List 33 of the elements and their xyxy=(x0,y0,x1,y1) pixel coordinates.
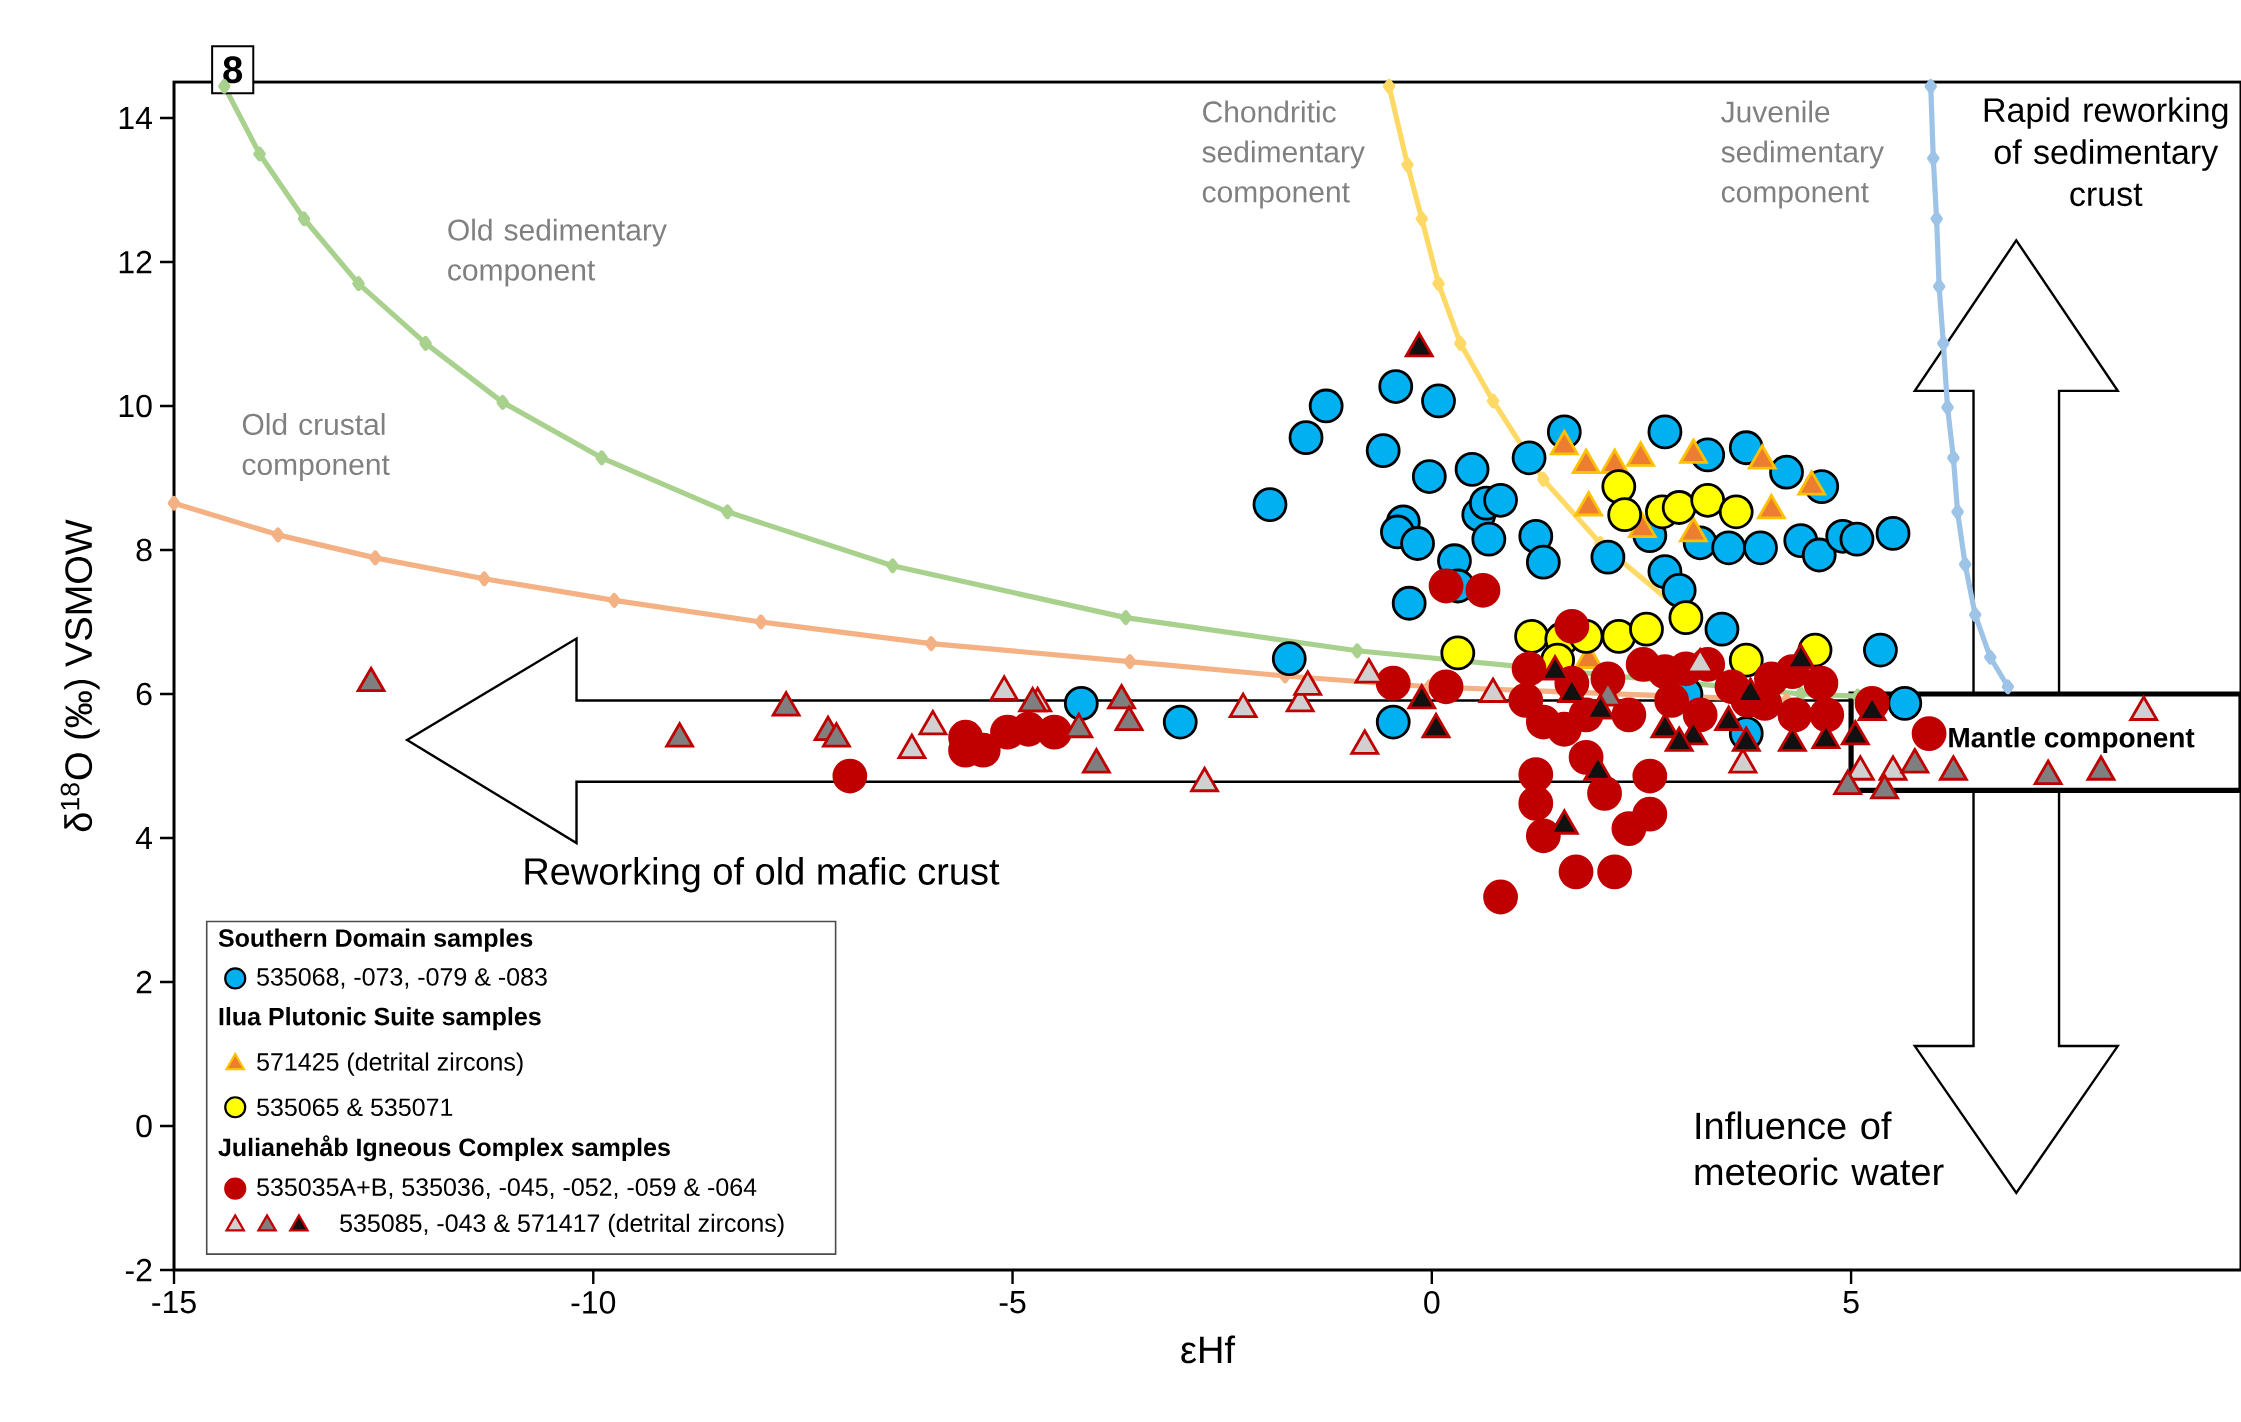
series-label: Chondritic sedimentary component xyxy=(1202,100,1365,209)
y-axis-title: δ$^{18}$O (‰) VSMOW xyxy=(60,519,100,832)
x-tick-label: -5 xyxy=(999,1291,1026,1314)
x-axis-title: εHf xyxy=(1181,1335,1236,1364)
y-tick-label: 2 xyxy=(136,970,152,994)
x-tick-label: -15 xyxy=(152,1291,196,1314)
x-tick-label: -10 xyxy=(571,1291,616,1314)
annotation: Mantle component xyxy=(1949,727,2195,754)
y-tick-label: 6 xyxy=(136,682,152,706)
y-tick-label: 14 xyxy=(119,106,152,129)
x-tick-label: 5 xyxy=(1843,1291,1859,1314)
annotation: Ilua Plutonic Suite samples xyxy=(219,1007,541,1031)
x-tick-label: 0 xyxy=(1424,1291,1440,1314)
legend-label: 535035A+B, 535036, -045, -052, -059 & -064 xyxy=(257,1178,757,1199)
series-label: Old sedimentary component xyxy=(448,218,667,287)
annotation: Influence of meteoric water xyxy=(1695,1111,1944,1186)
y-tick-label: 10 xyxy=(119,394,152,418)
legend-label: 535068, -073, -079 & -083 xyxy=(257,968,547,989)
legend-label: 571425 (detrital zircons) xyxy=(257,1052,523,1076)
legend-label: 535065 & 535071 xyxy=(257,1098,453,1117)
series-label: Old crustal component xyxy=(242,413,390,481)
y-tick-label: -2 xyxy=(125,1258,152,1282)
y-tick-label: 0 xyxy=(136,1114,152,1138)
y-tick-label: 4 xyxy=(135,826,152,849)
annotation: Reworking of old mafic crust xyxy=(525,856,1000,893)
series-label: Juvenile sedimentary component xyxy=(1721,100,1884,209)
annotation: Southern Domain samples xyxy=(218,928,533,952)
annotation: 8 xyxy=(223,56,243,84)
y-tick-label: 8 xyxy=(136,538,152,562)
legend-label: 535085, -043 & 571417 (detrital zircons) xyxy=(340,1213,784,1237)
annotation: Julianehåb Igneous Complex samples xyxy=(218,1135,670,1162)
annotation: Rapid reworking of sedimentary crust xyxy=(1984,97,2228,207)
y-tick-label: 12 xyxy=(119,250,152,274)
